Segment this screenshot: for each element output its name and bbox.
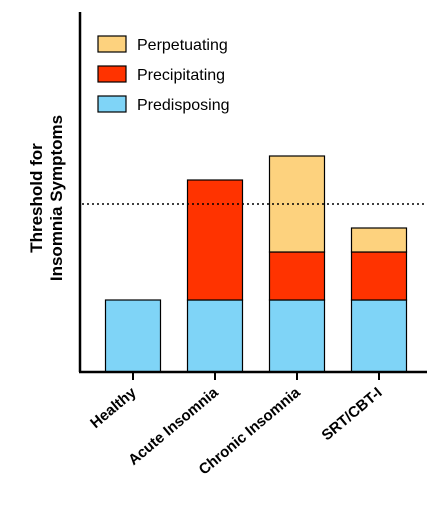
legend-swatch-perpetuating (97, 35, 127, 53)
bar-segment-predisposing (268, 299, 326, 373)
x-tick-label: SRT/CBT-I (318, 384, 385, 444)
x-tick-label: Healthy (87, 384, 140, 432)
bar-segment-predisposing (350, 299, 408, 373)
bar-segment-precipitating (350, 251, 408, 301)
bar-segment-perpetuating (350, 227, 408, 253)
bar-segment-predisposing (104, 299, 162, 373)
legend: Perpetuating Precipitating Predisposing (97, 35, 230, 114)
y-axis-title-line-2: Insomnia Symptoms (47, 115, 66, 281)
bar-segment-precipitating (186, 179, 244, 301)
legend-label-perpetuating: Perpetuating (137, 37, 228, 54)
bars (104, 155, 408, 373)
legend-swatch-predisposing (97, 95, 127, 113)
bar-segment-precipitating (268, 251, 326, 301)
legend-swatch-precipitating (97, 65, 127, 83)
legend-label-predisposing: Predisposing (137, 97, 230, 114)
y-axis-title: Threshold for Insomnia Symptoms (27, 115, 66, 281)
bar-segment-predisposing (186, 299, 244, 373)
y-axis-title-line-1: Threshold for (27, 143, 46, 253)
legend-label-precipitating: Precipitating (137, 67, 225, 84)
